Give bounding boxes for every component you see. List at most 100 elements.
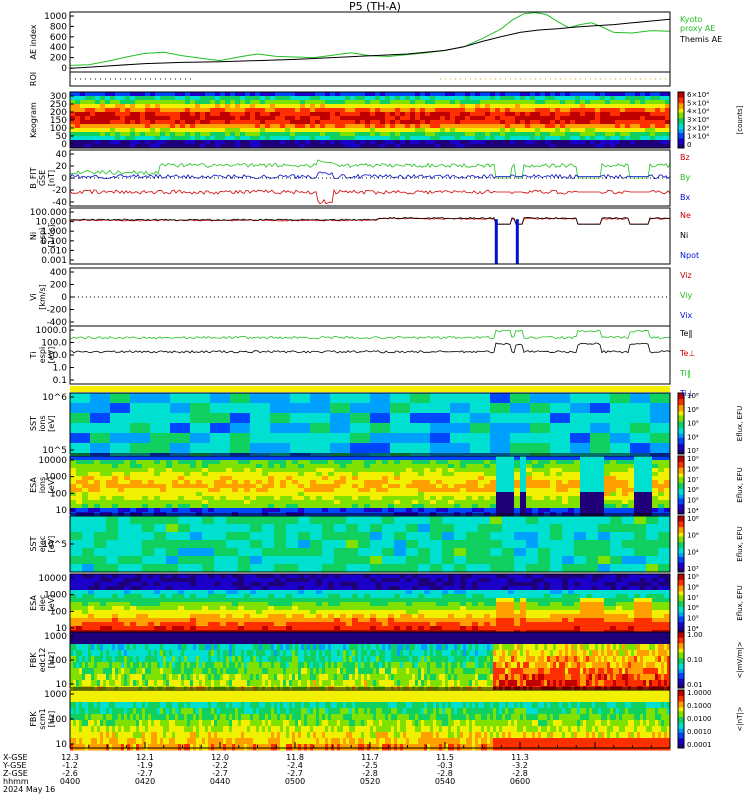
esa_e-cell	[292, 468, 299, 473]
esa_i-cell	[262, 610, 269, 615]
esa_e-cell	[184, 504, 191, 509]
esa_i-cell	[526, 618, 533, 623]
keogram-cell	[415, 112, 421, 117]
keogram-cell	[470, 132, 476, 137]
keogram-cell	[555, 112, 561, 117]
esa_i-cell	[562, 590, 569, 595]
esa_i-cell	[478, 598, 485, 603]
keogram-cell	[130, 92, 136, 97]
esa_i-cell	[226, 598, 233, 603]
keogram-cell	[295, 140, 301, 145]
keogram-cell	[320, 96, 326, 101]
esa_i-cell	[382, 602, 389, 607]
esa_i-cell	[322, 606, 329, 611]
sst_i-cell	[358, 532, 371, 541]
esa_e-cell	[88, 456, 95, 461]
esa_i-cell	[268, 614, 275, 619]
keogram-cell	[380, 120, 386, 125]
esa_e-cell	[376, 484, 383, 489]
esa_i-cell	[466, 606, 473, 611]
keogram-cell	[185, 144, 191, 149]
esa_e-cell	[124, 488, 131, 493]
esa_e-cell	[136, 476, 143, 481]
esa_i-cell	[268, 626, 275, 631]
esa_i-cell	[322, 574, 329, 579]
keogram-cell	[210, 136, 216, 141]
sst_i-cell	[442, 548, 455, 557]
esa_e-cell	[598, 504, 605, 509]
esa_i-cell	[340, 586, 347, 591]
esa_e-cell	[148, 492, 155, 497]
esa_e-cell	[280, 508, 287, 513]
sst_i-cell	[142, 540, 155, 549]
esa_i-cell	[370, 610, 377, 615]
esa_e-cell	[76, 496, 83, 501]
esa_i-cell	[544, 610, 551, 615]
esa_i-cell	[250, 590, 257, 595]
keogram-cell	[185, 140, 191, 145]
keogram-cell	[100, 92, 106, 97]
sst_e-cell	[410, 423, 431, 434]
esa_e-cell	[382, 460, 389, 465]
keogram-cell	[535, 124, 541, 129]
sst_e-cell	[310, 393, 331, 404]
keogram-cell	[650, 116, 656, 121]
sst_e-cell	[230, 443, 251, 454]
esa_e-cell	[616, 480, 623, 485]
esa_i-cell	[196, 626, 203, 631]
esa_e-cell	[544, 508, 551, 513]
keogram-cell	[550, 128, 556, 133]
sst_i-cell	[646, 532, 659, 541]
esa_i-cell	[172, 622, 179, 627]
esa_i-cell	[250, 606, 257, 611]
keogram-cell	[585, 140, 591, 145]
esa_e-cell	[574, 476, 581, 481]
keogram-cell	[245, 96, 251, 101]
keogram-cell	[330, 112, 336, 117]
esa_e-cell	[70, 464, 77, 469]
keogram-cell	[385, 96, 391, 101]
esa_i-cell	[220, 590, 227, 595]
keogram-cell	[575, 140, 581, 145]
esa_e-cell	[364, 492, 371, 497]
esa_i-cell	[316, 574, 323, 579]
keogram-cell	[360, 116, 366, 121]
esa_e-cell	[508, 480, 515, 485]
esa_i-cell	[334, 598, 341, 603]
esa_e-cell	[268, 476, 275, 481]
esa_e-cell	[298, 476, 305, 481]
esa_i-cell	[148, 622, 155, 627]
keogram-cell	[350, 144, 356, 149]
esa_i-cell	[514, 598, 521, 603]
esa_e-cell	[244, 468, 251, 473]
keogram-cell	[570, 112, 576, 117]
keogram-cell	[295, 132, 301, 137]
esa_i-cell	[442, 622, 449, 627]
esa_e-cell	[658, 464, 665, 469]
esa_e-cell	[244, 496, 251, 501]
keogram-cell	[470, 96, 476, 101]
sst_i-cell	[274, 532, 287, 541]
sst_i-cell	[370, 524, 383, 533]
esa_e-cell	[586, 476, 593, 481]
keogram-cell	[315, 120, 321, 125]
esa_i-cell	[364, 618, 371, 623]
esa_i-cell	[388, 618, 395, 623]
esa_e-cell	[550, 464, 557, 469]
esa_e-cell	[166, 464, 173, 469]
sst_i-cell	[658, 516, 671, 525]
esa_i-cell	[448, 626, 455, 631]
esa_e-cell	[622, 476, 629, 481]
esa_e-cell	[208, 480, 215, 485]
keogram-cell	[600, 124, 606, 129]
esa_e-cell	[304, 484, 311, 489]
esa_e-cell	[226, 464, 233, 469]
esa_i-cell	[556, 614, 563, 619]
esa_e-cell	[286, 472, 293, 477]
esa_e-cell	[220, 476, 227, 481]
esa_i-cell	[328, 586, 335, 591]
esa_e-cell	[208, 488, 215, 493]
esa_e-cell	[352, 464, 359, 469]
keogram-cell	[245, 100, 251, 105]
keogram-cell	[375, 124, 381, 129]
